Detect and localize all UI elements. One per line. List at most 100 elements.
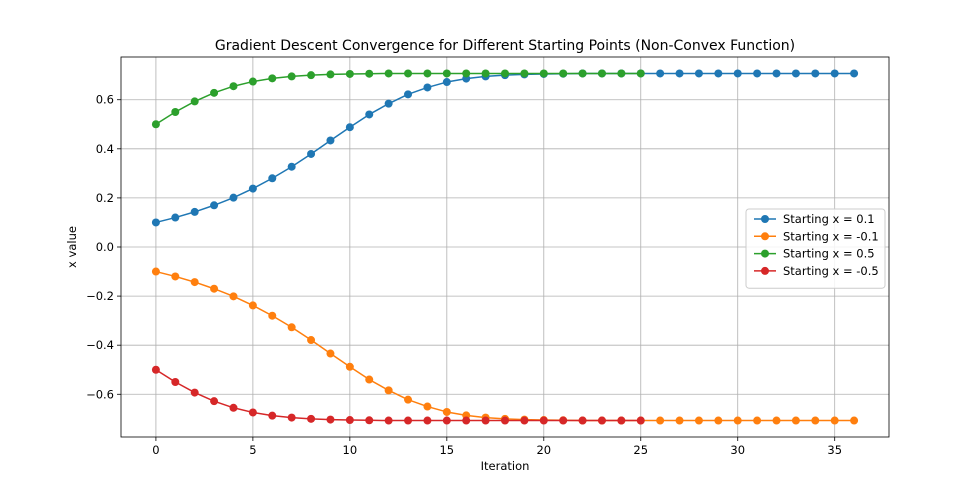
data-point [268,174,277,183]
data-point [733,416,742,425]
data-point [791,69,800,78]
data-point [345,69,354,78]
data-point [307,149,316,158]
data-point [597,416,606,425]
legend-label: Starting x = 0.5 [783,247,875,261]
data-point [811,416,820,425]
data-point [830,416,839,425]
x-tick-label: 35 [827,443,842,457]
data-point [287,72,296,81]
data-point [675,416,684,425]
data-point [442,69,451,78]
series-group [151,69,859,425]
data-point [656,69,665,78]
data-point [287,323,296,332]
data-point [404,90,413,99]
axis-ticks: 0 5 10 15 20 25 30 35 −0.6 −0.4 −0.2 0.0 0.2 0.4 0.6 [86,93,842,457]
data-point [210,397,219,406]
series-3 [151,69,645,129]
data-point [151,218,160,227]
data-point [326,136,335,145]
data-point [326,70,335,79]
y-tick-label: 0.4 [96,142,114,156]
legend-marker [761,232,769,241]
data-point [384,99,393,108]
legend-label: Starting x = 0.1 [783,212,875,226]
data-point [462,416,471,425]
data-point [791,416,800,425]
data-point [481,416,490,425]
data-point [423,416,432,425]
x-tick-label: 10 [343,443,358,457]
data-point [733,69,742,78]
data-point [481,69,490,78]
y-axis-label: x value [65,226,79,268]
legend-marker [761,266,769,275]
y-tick-label: −0.2 [86,289,114,303]
data-point [229,292,238,301]
legend-item: Starting x = -0.5 [754,264,879,278]
data-point [830,69,839,78]
data-point [248,408,257,417]
x-tick-label: 15 [439,443,454,457]
x-tick-label: 5 [249,443,256,457]
data-point [268,311,277,320]
data-point [694,416,703,425]
legend-item: Starting x = 0.5 [754,247,875,261]
data-point [307,71,316,80]
data-point [753,69,762,78]
y-tick-label: 0.2 [96,191,114,205]
data-point [714,416,723,425]
data-point [229,82,238,91]
data-point [171,107,180,116]
legend-label: Starting x = -0.1 [783,229,879,243]
legend-marker [761,249,769,258]
data-point [307,414,316,423]
data-point [287,162,296,171]
data-point [404,416,413,425]
x-tick-label: 30 [730,443,745,457]
data-point [365,375,374,384]
data-point [501,69,509,78]
data-point [714,69,723,78]
data-point [326,415,335,424]
data-point [384,69,393,78]
data-point [423,83,432,92]
data-point [656,416,665,425]
data-point [190,388,199,397]
data-point [210,201,219,210]
data-point [151,120,160,129]
chart-title: Gradient Descent Convergence for Differe… [215,38,795,54]
y-tick-label: 0.0 [96,240,114,254]
data-point [850,69,859,78]
data-point [539,69,548,78]
data-point [190,207,199,216]
data-point [539,416,548,425]
data-point [171,272,180,281]
data-point [248,301,257,310]
data-point [636,69,645,78]
data-point [559,416,568,425]
data-point [442,407,451,416]
data-point [442,78,451,87]
data-point [248,184,257,193]
data-point [190,278,199,287]
data-point [811,69,820,78]
legend-label: Starting x = -0.5 [783,264,879,278]
data-point [404,69,413,78]
legend-marker [761,215,769,223]
series-4 [151,365,645,425]
data-point [171,213,180,222]
data-point [171,378,180,387]
data-point [384,386,393,395]
data-point [210,284,219,293]
data-point [345,362,354,371]
data-point [520,416,529,425]
data-point [345,123,354,132]
data-point [520,69,529,78]
data-point [772,69,781,78]
data-point [268,411,277,420]
data-point [501,416,509,425]
data-point [559,69,568,78]
data-point [229,193,238,202]
